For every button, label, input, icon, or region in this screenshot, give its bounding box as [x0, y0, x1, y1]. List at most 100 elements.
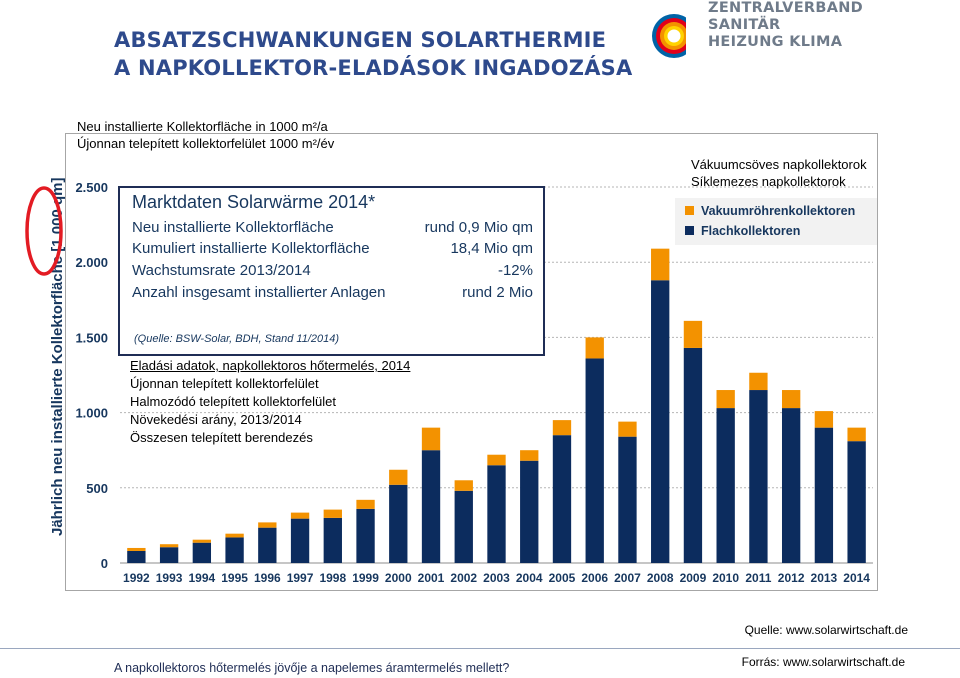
legend-item-flat: Flachkollektoren [685, 224, 800, 238]
bar-vacuum-collector [618, 421, 637, 437]
x-tick-label: 1997 [287, 571, 314, 585]
bar-flat-collector [651, 280, 670, 563]
bar-vacuum-collector [847, 427, 866, 442]
bar-vacuum-collector [421, 427, 441, 451]
inset-hu-row: Összesen telepített berendezés [130, 430, 313, 445]
y-axis-label: Jährlich neu installierte Kollektorfläch… [49, 178, 66, 536]
y-tick-label: 500 [86, 481, 108, 496]
x-tick-label: 2002 [450, 571, 477, 585]
inset-row-value: rund 2 Mio [462, 284, 533, 301]
x-tick-label: 2003 [483, 571, 510, 585]
chart-frame [65, 133, 878, 591]
inset-source: (Quelle: BSW-Solar, BDH, Stand 11/2014) [134, 333, 340, 345]
bar-vacuum-collector [749, 372, 768, 391]
bar-vacuum-collector [781, 390, 801, 409]
bar-vacuum-collector [225, 533, 244, 538]
x-tick-label: 1994 [188, 571, 215, 585]
page-title: ABSATZSCHWANKUNGEN SOLARTHERMIE A NAPKOL… [114, 26, 632, 82]
bar-vacuum-collector [552, 420, 572, 436]
bar-flat-collector [781, 408, 801, 563]
x-tick-label: 2005 [549, 571, 576, 585]
bar-flat-collector [552, 435, 572, 563]
x-tick-label: 1996 [254, 571, 281, 585]
zvshk-sun-logo-icon [652, 10, 702, 62]
bar-vacuum-collector [356, 499, 375, 509]
bar-vacuum-collector [258, 522, 277, 528]
legend-label-vacuum: Vakuumröhrenkollektoren [701, 204, 856, 218]
logo-line-1: ZENTRALVERBAND [708, 0, 864, 16]
y-tick-label: 2.000 [75, 255, 108, 270]
bar-vacuum-collector [520, 450, 539, 461]
bar-flat-collector [454, 490, 473, 563]
inset-hu-row: Halmozódó telepített kollektorfelület [130, 394, 336, 409]
bar-vacuum-collector [716, 390, 735, 409]
y-axis-highlight-circle [25, 186, 63, 276]
bar-vacuum-collector [159, 544, 179, 548]
bar-layer [127, 248, 866, 563]
bar-vacuum-collector [814, 411, 834, 428]
zvshk-logo: ZENTRALVERBAND SANITÄR HEIZUNG KLIMA [650, 0, 863, 66]
x-tick-label: 2004 [516, 571, 543, 585]
bar-vacuum-collector [585, 337, 604, 359]
x-tick-label: 2008 [647, 571, 674, 585]
inset-hu-title: Eladási adatok, napkollektoros hőtermelé… [130, 358, 411, 373]
bar-flat-collector [749, 390, 768, 563]
inset-row-value: 18,4 Mio qm [450, 240, 533, 257]
legend-swatch-vacuum [685, 206, 694, 215]
bar-vacuum-collector [683, 320, 703, 348]
legend-item-vacuum: Vakuumröhrenkollektoren [685, 204, 855, 218]
x-tick-label: 2010 [712, 571, 739, 585]
x-tick-label: 2011 [745, 571, 771, 585]
y-tick-label: 2.500 [75, 180, 108, 195]
bar-flat-collector [356, 508, 375, 563]
xtick-layer: 1992 1993 1994 1995 1996 1997 1998 1999 2000 2001… [123, 571, 870, 585]
x-tick-label: 1995 [221, 571, 248, 585]
y-tick-label: 1.000 [75, 406, 108, 421]
bar-flat-collector [290, 518, 310, 563]
bar-flat-collector [389, 484, 408, 563]
bar-vacuum-collector [290, 512, 310, 519]
legend-swatch-flat [685, 226, 694, 235]
legend-hu-flat: Síklemezes napkollektorok [691, 174, 846, 189]
x-tick-label: 2012 [778, 571, 805, 585]
bar-vacuum-collector [454, 480, 473, 491]
footer-source: Forrás: www.solarwirtschaft.de [741, 655, 905, 669]
inset-row-label: Neu installierte Kollektorfläche [132, 219, 334, 236]
bar-vacuum-collector [127, 547, 146, 551]
inset-hu-row: Növekedési arány, 2013/2014 [130, 412, 302, 427]
bar-flat-collector [683, 347, 703, 563]
bar-vacuum-collector [651, 248, 670, 281]
bar-flat-collector [814, 427, 834, 563]
x-tick-label: 1993 [156, 571, 183, 585]
footer-question: A napkollektoros hőtermelés jövője a nap… [114, 661, 510, 675]
title-line-2: A NAPKOLLEKTOR-ELADÁSOK INGADOZÁSA [114, 56, 633, 80]
bar-flat-collector [847, 441, 866, 563]
title-line-1: ABSATZSCHWANKUNGEN SOLARTHERMIE [114, 28, 607, 52]
bar-flat-collector [520, 460, 539, 563]
bar-flat-collector [258, 527, 277, 563]
bar-flat-collector [716, 408, 735, 563]
bar-flat-collector [159, 547, 179, 563]
chart-source: Quelle: www.solarwirtschaft.de [744, 623, 908, 637]
bar-flat-collector [421, 450, 441, 563]
y-tick-label: 1.500 [75, 330, 108, 345]
x-tick-label: 2007 [614, 571, 641, 585]
x-tick-label: 2014 [843, 571, 870, 585]
x-tick-label: 1998 [319, 571, 346, 585]
inset-row-label: Anzahl insgesamt installierter Anlagen [132, 284, 386, 301]
y-tick-label: 0 [101, 556, 108, 571]
inset-row-value: rund 0,9 Mio qm [424, 219, 533, 236]
bar-flat-collector [618, 436, 637, 563]
x-tick-label: 1992 [123, 571, 150, 585]
inset-title: Marktdaten Solarwärme 2014* [132, 192, 376, 212]
market-data-inset: Marktdaten Solarwärme 2014* Neu installi… [118, 186, 545, 356]
bar-flat-collector [585, 358, 604, 563]
bar-vacuum-collector [389, 469, 408, 485]
bar-vacuum-collector [192, 539, 212, 543]
x-tick-label: 2009 [680, 571, 707, 585]
ytick-layer: 0 500 1.000 1.500 2.000 2.500 [75, 180, 108, 571]
inset-row-label: Wachstumsrate 2013/2014 [132, 262, 311, 279]
x-tick-label: 2000 [385, 571, 412, 585]
legend-hu-vacuum: Vákuumcsöves napkollektorok [691, 157, 867, 172]
